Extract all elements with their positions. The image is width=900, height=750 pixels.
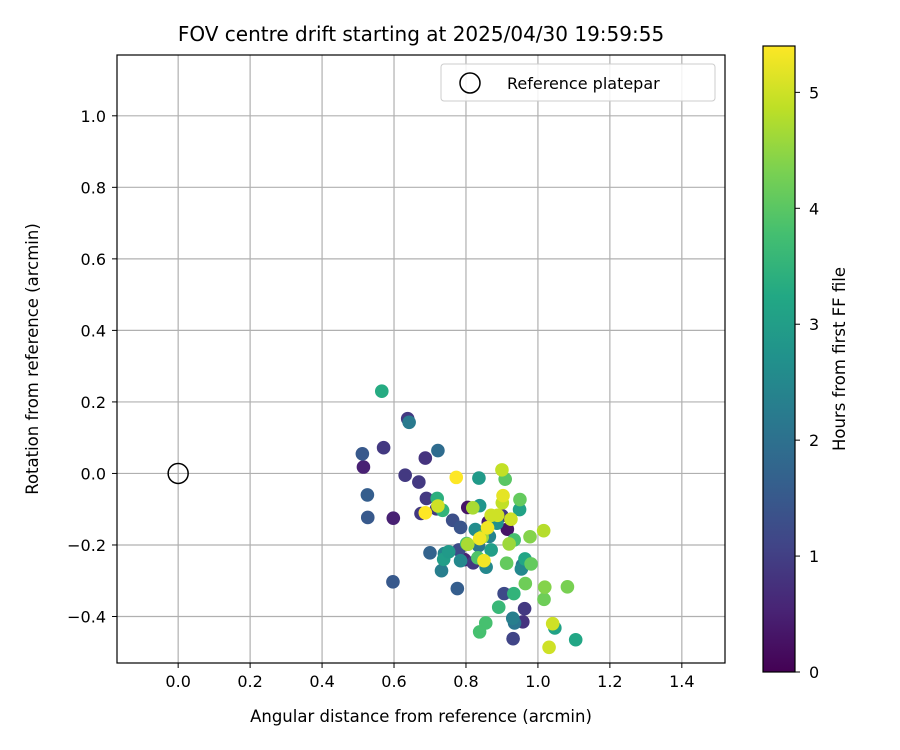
data-point bbox=[495, 463, 509, 477]
data-point bbox=[499, 556, 514, 571]
data-point bbox=[360, 488, 375, 502]
grid-lines bbox=[117, 55, 725, 663]
legend: Reference platepar bbox=[440, 63, 716, 102]
data-point bbox=[523, 529, 537, 544]
data-point bbox=[513, 492, 527, 507]
data-point bbox=[502, 537, 516, 551]
data-point bbox=[507, 586, 521, 601]
data-point bbox=[453, 553, 468, 568]
data-point bbox=[512, 502, 527, 517]
data-point bbox=[542, 640, 556, 655]
data-point bbox=[374, 384, 389, 398]
data-point bbox=[431, 443, 445, 458]
reference-marker-group bbox=[167, 462, 189, 485]
scatter-points bbox=[355, 384, 583, 655]
data-point bbox=[568, 632, 583, 647]
legend-entry-reference: Reference platepar bbox=[507, 74, 660, 93]
x-tick-label: 0.8 bbox=[453, 672, 478, 691]
data-point bbox=[386, 575, 400, 589]
data-point bbox=[491, 600, 506, 615]
y-tick-label: 0.6 bbox=[81, 250, 106, 269]
data-point bbox=[434, 563, 449, 578]
data-point bbox=[496, 488, 510, 503]
y-tick-label: 0.2 bbox=[81, 393, 106, 412]
x-tick-label: 1.2 bbox=[597, 672, 622, 691]
data-point bbox=[453, 520, 468, 535]
data-point bbox=[484, 508, 498, 523]
legend-marker-icon bbox=[459, 72, 481, 94]
data-point bbox=[518, 576, 533, 591]
data-point bbox=[480, 521, 495, 535]
data-point bbox=[536, 523, 551, 538]
colorbar-tick-label: 2 bbox=[809, 431, 819, 450]
y-tick-label: 0.0 bbox=[81, 464, 106, 483]
data-point bbox=[506, 631, 520, 646]
data-point bbox=[505, 611, 520, 626]
data-point bbox=[449, 470, 464, 485]
colorbar-tick-label: 4 bbox=[809, 199, 819, 218]
colorbar-tick-label: 1 bbox=[809, 547, 819, 566]
y-tick-label: 0.4 bbox=[81, 321, 106, 340]
colorbar-frame bbox=[762, 45, 796, 673]
colorbar-tick-label: 0 bbox=[809, 663, 819, 682]
legend-box bbox=[440, 63, 716, 102]
data-point bbox=[517, 601, 532, 616]
data-point bbox=[460, 537, 475, 552]
data-point bbox=[412, 475, 426, 489]
data-point bbox=[524, 557, 538, 571]
x-tick-label: 0.6 bbox=[381, 672, 406, 691]
data-point bbox=[441, 544, 456, 559]
y-tick-label: 0.8 bbox=[81, 178, 106, 197]
x-tick-label: 0.2 bbox=[237, 672, 262, 691]
data-point bbox=[472, 625, 487, 639]
x-tick-label: 0.4 bbox=[309, 672, 334, 691]
y-axis-label: Rotation from reference (arcmin) bbox=[23, 223, 42, 495]
data-point bbox=[537, 592, 551, 607]
colorbar-ticks: 0 1 2 3 4 5 bbox=[795, 83, 819, 682]
x-tick-label: 1.0 bbox=[525, 672, 550, 691]
data-point bbox=[504, 512, 518, 527]
y-axis-ticks: −0.4 −0.2 0.0 0.2 0.4 0.6 0.8 1.0 bbox=[67, 107, 117, 627]
data-point bbox=[537, 580, 552, 594]
data-point bbox=[472, 471, 486, 485]
data-point bbox=[484, 543, 498, 557]
y-tick-label: −0.4 bbox=[67, 608, 106, 627]
chart-title: FOV centre drift starting at 2025/04/30 … bbox=[178, 22, 664, 46]
data-point bbox=[497, 586, 511, 601]
y-tick-label: 1.0 bbox=[81, 107, 106, 126]
data-point bbox=[402, 415, 416, 430]
data-point bbox=[450, 581, 465, 596]
data-point bbox=[418, 451, 433, 465]
x-tick-label: 1.4 bbox=[669, 672, 694, 691]
x-tick-label: 0.0 bbox=[165, 672, 190, 691]
data-point bbox=[355, 446, 370, 461]
data-point bbox=[386, 511, 401, 525]
data-point bbox=[360, 510, 375, 525]
x-axis-label: Angular distance from reference (arcmin) bbox=[250, 707, 592, 726]
x-axis-ticks: 0.0 0.2 0.4 0.6 0.8 1.0 1.2 1.4 bbox=[165, 663, 695, 691]
data-point bbox=[545, 616, 560, 631]
y-tick-label: −0.2 bbox=[67, 536, 106, 555]
data-point bbox=[418, 505, 433, 520]
colorbar: 0 1 2 3 4 5 Hours from first FF file bbox=[762, 45, 849, 682]
data-point bbox=[560, 580, 575, 594]
data-point bbox=[472, 531, 487, 546]
colorbar-tick-label: 3 bbox=[809, 315, 819, 334]
data-point bbox=[356, 460, 371, 474]
data-point bbox=[431, 499, 445, 513]
data-point bbox=[398, 468, 412, 483]
plot-area-frame bbox=[116, 54, 726, 664]
colorbar-tick-label: 5 bbox=[809, 83, 819, 102]
data-point bbox=[419, 491, 434, 506]
data-point bbox=[477, 553, 491, 568]
data-point bbox=[376, 440, 391, 455]
reference-platepar-marker bbox=[167, 462, 189, 485]
colorbar-label: Hours from first FF file bbox=[830, 267, 849, 451]
data-point bbox=[466, 500, 480, 515]
data-point bbox=[423, 546, 437, 560]
colorbar-gradient bbox=[763, 46, 795, 672]
